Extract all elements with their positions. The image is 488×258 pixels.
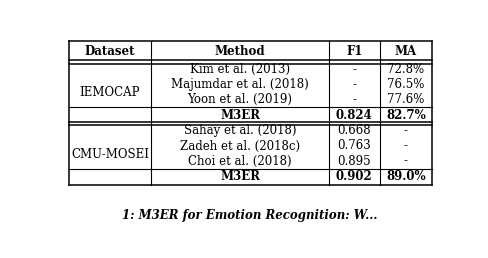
- Text: CMU-MOSEI: CMU-MOSEI: [71, 148, 149, 161]
- Text: -: -: [404, 140, 408, 152]
- Text: -: -: [352, 78, 356, 91]
- Text: 76.5%: 76.5%: [387, 78, 425, 91]
- Text: Kim et al. (2013): Kim et al. (2013): [190, 63, 290, 76]
- Text: 1: M3ER for Emotion Recognition: W...: 1: M3ER for Emotion Recognition: W...: [122, 209, 378, 222]
- Text: 0.763: 0.763: [337, 140, 371, 152]
- Text: IEMOCAP: IEMOCAP: [80, 86, 140, 99]
- Text: 77.6%: 77.6%: [387, 93, 425, 106]
- Text: 89.0%: 89.0%: [386, 170, 426, 183]
- Text: 0.668: 0.668: [338, 124, 371, 138]
- Text: Majumdar et al. (2018): Majumdar et al. (2018): [171, 78, 309, 91]
- Text: 0.824: 0.824: [336, 109, 373, 122]
- Text: Method: Method: [215, 45, 265, 58]
- Text: -: -: [352, 93, 356, 106]
- Text: 0.895: 0.895: [338, 155, 371, 168]
- Text: Choi et al. (2018): Choi et al. (2018): [188, 155, 292, 168]
- Text: M3ER: M3ER: [220, 109, 260, 122]
- Text: -: -: [404, 124, 408, 138]
- Text: Yoon et al. (2019): Yoon et al. (2019): [187, 93, 292, 106]
- Text: MA: MA: [395, 45, 417, 58]
- Text: Dataset: Dataset: [85, 45, 135, 58]
- Text: Zadeh et al. (2018c): Zadeh et al. (2018c): [180, 140, 300, 152]
- Text: M3ER: M3ER: [220, 170, 260, 183]
- Text: 0.902: 0.902: [336, 170, 373, 183]
- Text: -: -: [404, 155, 408, 168]
- Text: -: -: [352, 63, 356, 76]
- Text: F1: F1: [346, 45, 363, 58]
- Text: 72.8%: 72.8%: [387, 63, 425, 76]
- Text: 82.7%: 82.7%: [386, 109, 426, 122]
- Text: Sahay et al. (2018): Sahay et al. (2018): [184, 124, 296, 138]
